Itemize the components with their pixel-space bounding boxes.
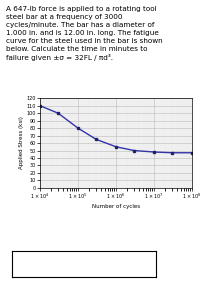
Y-axis label: Applied Stress (ksi): Applied Stress (ksi) [19,117,24,169]
X-axis label: Number of cycles: Number of cycles [92,204,140,209]
Text: A 647-lb force is applied to a rotating tool
steel bar at a frequency of 3000
cy: A 647-lb force is applied to a rotating … [6,6,163,61]
